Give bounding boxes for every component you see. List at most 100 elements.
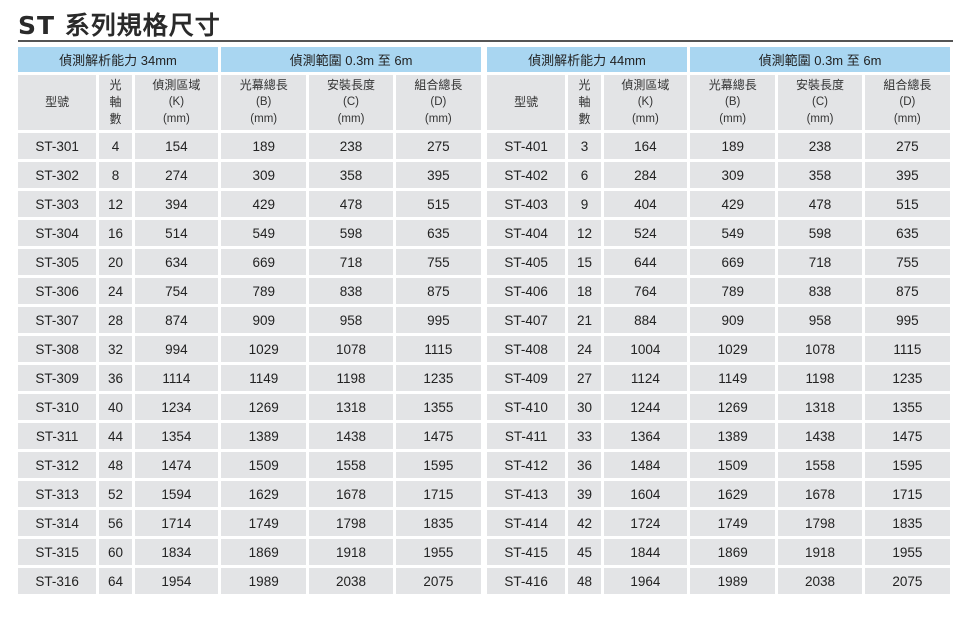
column-header-line: (mm) [719,113,747,125]
detection-area-cell: 1484 [603,452,688,478]
column-header-line: (mm) [250,113,278,125]
column-header-line: 偵測區域 [621,78,670,92]
table-row: ST-414 42 1724 1749 1798 1835 [487,510,950,536]
total-length-cell: 515 [864,191,950,217]
axis-count-cell: 32 [99,336,132,362]
axis-count-cell: 20 [99,249,132,275]
total-length-cell: 755 [864,249,950,275]
column-header-line: (mm) [337,113,365,125]
install-length-cell: 598 [778,220,862,246]
detection-area-cell: 884 [603,307,688,333]
table-row: ST-315 60 1834 1869 1918 1955 [18,539,481,565]
spec-tables: 偵測解析能力 34mm 偵測範圍 0.3m 至 6m 型號光軸數偵測區域 (K) (mm… [18,47,953,597]
curtain-length-cell: 1149 [221,365,307,391]
column-header-d: 組合總長 (D) (mm) [864,75,950,130]
total-length-cell: 995 [395,307,481,333]
total-length-cell: 1595 [864,452,950,478]
model-cell: ST-302 [18,162,97,188]
axis-count-cell: 8 [99,162,132,188]
axis-count-cell: 4 [99,133,132,159]
install-length-cell: 1198 [778,365,862,391]
model-cell: ST-307 [18,307,97,333]
axis-count-cell: 40 [99,394,132,420]
axis-count-cell: 6 [568,162,601,188]
column-header-line: (B) [256,96,272,108]
curtain-length-cell: 1749 [690,510,776,536]
axis-count-cell: 36 [99,365,132,391]
axis-count-cell: 18 [568,278,601,304]
table-row: ST-308 32 994 1029 1078 1115 [18,336,481,362]
detection-area-cell: 1714 [134,510,219,536]
column-header-c: 安裝長度 (C) (mm) [778,75,862,130]
detection-area-cell: 1244 [603,394,688,420]
detection-area-cell: 1234 [134,394,219,420]
column-header-b: 光幕總長 (B) (mm) [221,75,307,130]
detection-area-cell: 874 [134,307,219,333]
column-header-model: 型號 [487,75,566,130]
install-length-cell: 478 [778,191,862,217]
detection-area-cell: 1354 [134,423,219,449]
curtain-length-cell: 189 [221,133,307,159]
column-header-line: 安裝長度 [796,78,845,92]
column-header-line: (K) [168,96,185,108]
model-cell: ST-414 [487,510,566,536]
column-header-axis: 光軸數 [568,75,601,130]
column-header-line: 光幕總長 [239,78,288,92]
axis-count-cell: 16 [99,220,132,246]
install-length-cell: 2038 [309,568,393,594]
curtain-length-cell: 789 [221,278,307,304]
column-header-axis: 光軸數 [99,75,132,130]
model-cell: ST-411 [487,423,566,449]
curtain-length-cell: 789 [690,278,776,304]
total-length-cell: 995 [864,307,950,333]
model-cell: ST-304 [18,220,97,246]
install-length-cell: 1918 [309,539,393,565]
curtain-length-cell: 309 [221,162,307,188]
total-length-cell: 635 [395,220,481,246]
model-cell: ST-407 [487,307,566,333]
table-row: ST-410 30 1244 1269 1318 1355 [487,394,950,420]
column-header-line: (mm) [162,113,190,125]
column-header-line: (mm) [631,113,659,125]
model-cell: ST-313 [18,481,97,507]
detection-area-cell: 514 [134,220,219,246]
total-length-cell: 275 [864,133,950,159]
axis-count-cell: 60 [99,539,132,565]
curtain-length-cell: 189 [690,133,776,159]
detection-area-cell: 274 [134,162,219,188]
curtain-length-cell: 1749 [221,510,307,536]
install-length-cell: 1318 [309,394,393,420]
install-length-cell: 1678 [778,481,862,507]
install-length-cell: 238 [778,133,862,159]
detection-area-cell: 1474 [134,452,219,478]
model-cell: ST-403 [487,191,566,217]
column-header-k: 偵測區域 (K) (mm) [134,75,219,130]
detection-area-cell: 1964 [603,568,688,594]
table-row: ST-401 3 164 189 238 275 [487,133,950,159]
total-length-cell: 1835 [864,510,950,536]
table-row: ST-402 6 284 309 358 395 [487,162,950,188]
total-length-cell: 1715 [395,481,481,507]
table-row: ST-407 21 884 909 958 995 [487,307,950,333]
install-length-cell: 718 [309,249,393,275]
total-length-cell: 1715 [864,481,950,507]
model-cell: ST-309 [18,365,97,391]
resolution-header: 偵測解析能力 34mm [18,47,219,72]
table-row: ST-312 48 1474 1509 1558 1595 [18,452,481,478]
model-cell: ST-303 [18,191,97,217]
total-length-cell: 1475 [864,423,950,449]
install-length-cell: 1078 [309,336,393,362]
detection-area-cell: 1844 [603,539,688,565]
install-length-cell: 958 [778,307,862,333]
total-length-cell: 1355 [864,394,950,420]
model-cell: ST-301 [18,133,97,159]
column-header-model: 型號 [18,75,97,130]
install-length-cell: 838 [778,278,862,304]
install-length-cell: 838 [309,278,393,304]
install-length-cell: 718 [778,249,862,275]
curtain-length-cell: 549 [221,220,307,246]
column-header-line: 光 [578,78,591,92]
install-length-cell: 958 [309,307,393,333]
axis-count-cell: 36 [568,452,601,478]
